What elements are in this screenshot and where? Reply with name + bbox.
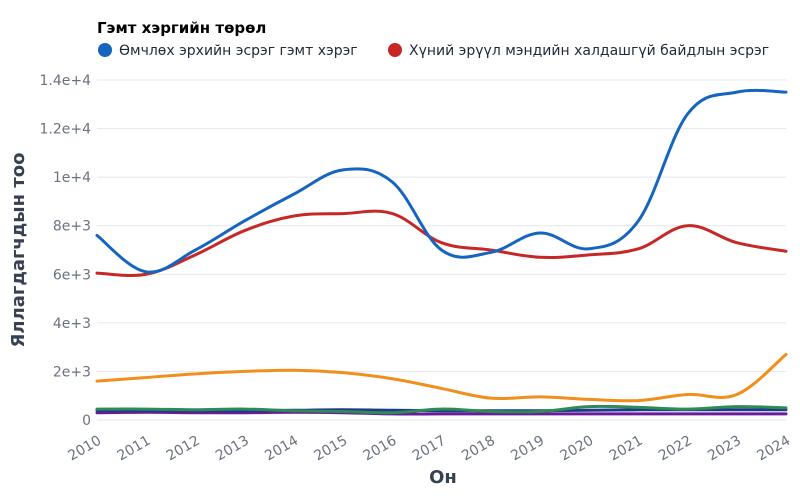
x-tick-label: 2013 [213, 433, 252, 465]
y-axis-title: Яллагдагчдын тоо [8, 153, 29, 348]
legend-item[interactable]: Хүний эрүүл мэндийн халдашгүй байдлын эс… [388, 43, 769, 59]
x-tick-label: 2018 [459, 433, 498, 465]
x-tick-label: 2014 [262, 433, 301, 465]
series-line [95, 404, 788, 415]
x-tick-label: 2015 [311, 433, 350, 465]
series-line [95, 410, 788, 416]
x-tick-label: 2023 [705, 433, 744, 465]
y-tick-label: 4e+3 [53, 316, 91, 332]
x-tick-label: 2020 [558, 433, 597, 465]
x-tick-label: 2024 [754, 433, 793, 465]
x-tick-label: 2010 [65, 433, 104, 465]
x-tick-label: 2022 [656, 433, 695, 465]
x-tick-label: 2021 [607, 433, 646, 465]
x-axis-title: Он [429, 467, 457, 488]
y-axis-ticks: 0 2e+3 4e+3 6e+3 8e+3 1e+4 1.2e+4 1.4e+4 [39, 73, 91, 429]
series-lines [95, 88, 788, 416]
legend-label: Хүний эрүүл мэндийн халдашгүй байдлын эс… [409, 43, 769, 59]
legend-label: Өмчлөх эрхийн эсрэг гэмт хэрэг [119, 43, 358, 59]
legend-title: Гэмт хэргийн төрөл [97, 19, 266, 37]
legend-item[interactable]: Өмчлөх эрхийн эсрэг гэмт хэрэг [98, 43, 358, 59]
x-axis-ticks: 2010 2011 2012 2013 2014 2015 2016 2017 2018 2019… [65, 433, 793, 465]
y-tick-label: 2e+3 [53, 364, 91, 380]
y-tick-label: 1.2e+4 [39, 122, 91, 138]
y-tick-label: 1.4e+4 [39, 73, 91, 89]
legend-marker-icon [388, 43, 402, 57]
y-tick-label: 0 [82, 413, 91, 429]
y-tick-label: 8e+3 [53, 219, 91, 235]
series-line [95, 352, 788, 403]
series-line [95, 88, 788, 274]
y-tick-label: 1e+4 [53, 170, 91, 186]
y-tick-label: 6e+3 [53, 267, 91, 283]
series-line [95, 209, 788, 278]
x-tick-label: 2012 [164, 433, 203, 465]
x-tick-label: 2019 [508, 433, 547, 465]
legend: Гэмт хэргийн төрөл Өмчлөх эрхийн эсрэг г… [97, 19, 769, 59]
x-tick-label: 2016 [361, 433, 400, 465]
x-tick-label: 2011 [115, 433, 154, 465]
legend-marker-icon [98, 43, 112, 57]
x-tick-label: 2017 [410, 433, 449, 465]
